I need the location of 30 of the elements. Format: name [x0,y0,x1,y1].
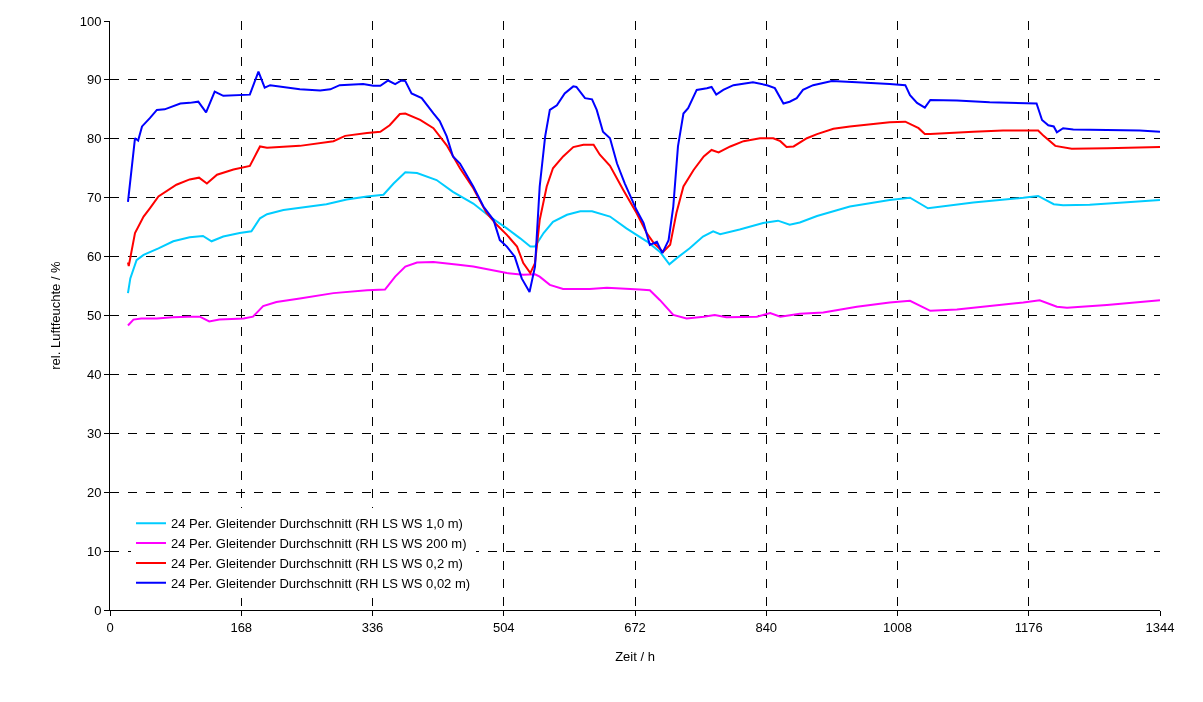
line-series [126,171,1160,295]
line-series [126,260,1160,327]
x-tick-label: 504 [492,619,515,635]
line-series [126,112,1160,275]
y-tick-label: 100 [79,13,102,29]
x-tick-label: 1344 [1145,619,1175,635]
legend-label: 24 Per. Gleitender Durchschnitt (RH LS WS 200 m) [171,536,467,552]
x-tick-label: 168 [230,619,253,635]
y-tick-label: 20 [86,484,102,500]
legend-label: 24 Per. Gleitender Durchschnitt (RH LS WS 1,0 m) [171,516,463,532]
x-axis-title: Zeit / h [615,649,655,665]
y-tick-label: 40 [86,366,102,382]
y-tick-label: 70 [86,190,102,206]
y-tick-label: 50 [86,308,102,324]
x-tick-label: 0 [106,619,114,635]
y-tick-label: 30 [86,425,102,441]
y-axis-title: rel. Luftfeuchte / % [47,260,63,370]
y-tick-label: 90 [86,72,102,88]
x-tick-label: 672 [624,619,646,635]
x-tick-label: 840 [755,619,778,635]
y-tick-label: 0 [94,602,102,618]
y-tick-label: 80 [86,131,102,147]
legend-label: 24 Per. Gleitender Durchschnitt (RH LS WS 0,2 m) [171,556,463,572]
y-tick-label: 60 [86,249,102,265]
y-tick-label: 10 [86,543,102,559]
legend-label: 24 Per. Gleitender Durchschnitt (RH LS WS 0,02 m) [171,575,471,591]
x-tick-label: 336 [361,619,384,635]
x-tick-label: 1176 [1014,619,1043,635]
line-series [126,70,1160,293]
x-tick-label: 1008 [883,619,912,635]
